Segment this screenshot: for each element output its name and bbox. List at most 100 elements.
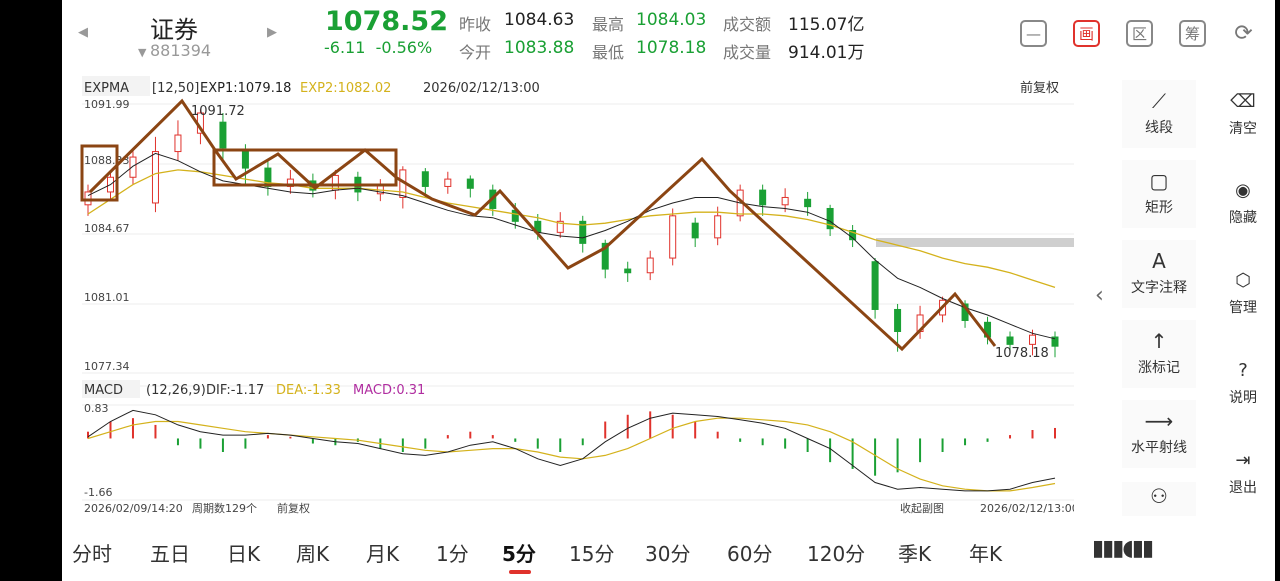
candle-body [691,222,699,239]
tool-label: 水平射线 [1131,440,1187,456]
side-label: 退出 [1229,480,1257,496]
macd-y-top: 0.83 [84,402,109,415]
tab-quarterly[interactable]: 季K [898,542,932,566]
drawn-trend-line [88,98,997,352]
open-value: 1083.88 [504,38,575,58]
candle-body [219,121,227,149]
low-price-label: 1078.18 [995,346,1049,361]
drawing-annotations [80,98,997,352]
horizontal-ray-icon: ⟶ [1144,409,1174,433]
next-stock-arrow-icon[interactable]: ▶ [267,25,277,40]
candle-body [129,156,137,178]
turnover-value: 115.07亿 [788,15,865,35]
kline-chart[interactable]: EXPMA [12,50] EXP1:1079.18 EXP2:1082.02 … [70,68,1074,518]
last-price: 1078.52 [325,6,448,37]
main-indicator-name[interactable]: EXPMA [84,81,129,96]
side-hide[interactable]: ◉ 隐藏 [1222,181,1264,227]
tab-15min[interactable]: 15分 [569,542,615,566]
tool-label: 文字注释 [1131,280,1187,296]
high-value: 1084.03 [636,10,707,30]
rotate-screen-icon[interactable]: ⟳ [1234,21,1253,46]
collapse-subchart[interactable]: 收起副图 [900,501,944,515]
turnover-label: 成交额 [723,15,772,34]
candle-body [894,308,902,333]
side-manage[interactable]: ⬡ 管理 [1222,271,1264,317]
candle-body [624,268,632,274]
candle-body [84,191,92,206]
minimize-icon[interactable]: — [1020,20,1047,47]
tool-text-annotation[interactable]: A 文字注释 [1122,240,1196,308]
side-label: 清空 [1229,121,1257,137]
side-help[interactable]: ? 说明 [1222,361,1264,407]
drawn-box-1 [80,144,119,202]
y-label-4: 1081.01 [84,291,130,304]
tool-rise-mark[interactable]: ↑ 涨标记 [1122,320,1196,388]
exp2-value: EXP2:1082.02 [300,81,391,96]
axis-start-time: 2026/02/09/14:20 [84,502,183,515]
candle-body [1029,334,1037,345]
macd-value: MACD:0.31 [353,383,425,398]
tab-monthly[interactable]: 月K [366,542,400,566]
tab-120min[interactable]: 120分 [807,542,866,566]
gray-band-annotation [876,238,1074,247]
tab-weekly[interactable]: 周K [296,542,330,566]
candle-series [84,109,1059,358]
tool-line-segment[interactable]: ⟋ 线段 [1122,80,1196,148]
tab-1min[interactable]: 1分 [436,542,469,566]
side-label: 管理 [1229,300,1257,316]
candle-body [646,257,654,274]
rectangle-icon: ▢ [1149,169,1169,193]
candle-body [444,178,452,187]
tool-label: 线段 [1145,120,1173,136]
candle-body [714,215,722,239]
tab-30min[interactable]: 30分 [645,542,691,566]
tool-horizontal-ray[interactable]: ⟶ 水平射线 [1122,400,1196,468]
change-amount: -6.11 [324,38,366,57]
panel-collapse-icon[interactable]: ‹ [1095,283,1104,308]
more-tools-icon: ⚇ [1150,484,1168,508]
macd-select-bg [82,380,140,398]
tab-60min[interactable]: 60分 [727,542,773,566]
stock-code[interactable]: ▼ 881394 [138,41,211,60]
candle-body [241,149,249,169]
candle-body [804,198,812,208]
text-annotation-icon: A [1152,249,1166,273]
manage-icon: ⬡ [1235,270,1251,291]
chips-icon[interactable]: 筹 [1179,20,1206,47]
tool-more[interactable]: ⚇ [1122,482,1196,516]
macd-histogram [87,411,1056,476]
candle-body [579,220,587,244]
tool-rectangle[interactable]: ▢ 矩形 [1122,160,1196,228]
draw-icon[interactable]: 画 [1073,20,1100,47]
candle-body [601,242,609,270]
side-clear[interactable]: ⌫ 清空 [1222,92,1264,138]
volume-label: 成交量 [723,43,772,62]
tab-intraday[interactable]: 分时 [72,542,112,566]
tab-5min[interactable]: 5分 [502,542,536,566]
tab-five-day[interactable]: 五日 [150,542,190,566]
help-icon: ? [1238,360,1248,381]
settings-handle-icon[interactable]: ▮▮▮◖▮▮ [1092,536,1154,561]
axis-end-time: 2026/02/12/13:00 [980,502,1074,515]
side-exit[interactable]: ⇥ 退出 [1222,451,1264,497]
main-indicator-params: [12,50] [152,81,199,96]
prev-stock-arrow-icon[interactable]: ◀ [78,25,88,40]
indicator-select-bg [82,76,150,96]
region-icon[interactable]: 区 [1126,20,1153,47]
active-tab-underline [509,570,531,574]
code-dropdown-icon: ▼ [138,46,150,59]
exit-icon: ⇥ [1235,450,1251,471]
exp1-value: EXP1:1079.18 [200,81,291,96]
rise-mark-icon: ↑ [1150,329,1168,353]
tool-label: 矩形 [1145,200,1173,216]
stock-name: 证券 [150,16,198,44]
sub-indicator-name[interactable]: MACD [84,383,123,398]
side-label: 隐藏 [1229,210,1257,226]
adjust-mode[interactable]: 前复权 [1020,80,1059,96]
tab-yearly[interactable]: 年K [969,542,1003,566]
prev-close-value: 1084.63 [504,10,575,30]
candle-body [1006,336,1014,345]
candle-body [556,220,564,233]
tab-daily[interactable]: 日K [227,542,261,566]
change-percent: -0.56% [375,38,433,57]
